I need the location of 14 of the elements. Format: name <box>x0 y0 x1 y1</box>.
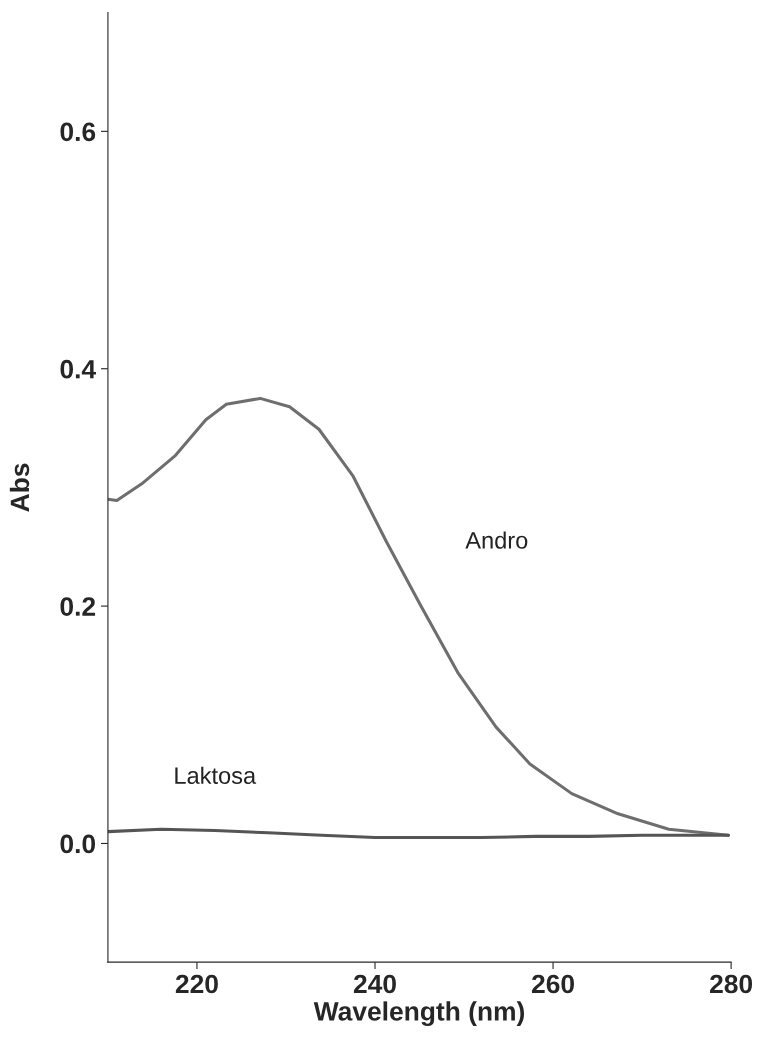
y-axis-title: Abs <box>9 463 30 512</box>
x-tick-label: 260 <box>531 974 574 994</box>
series-label: Laktosa <box>175 766 257 784</box>
y-tick-label: 0.6 <box>60 122 96 142</box>
text: Andro <box>465 531 528 549</box>
y-tick-label: 0.2 <box>60 597 96 616</box>
x-axis-title: Wavelength (nm) <box>313 1001 525 1027</box>
x-tick-label: 240 <box>353 974 396 994</box>
y-tick-label: 0.4 <box>60 359 96 379</box>
line-series <box>107 827 730 840</box>
y-tick-label: 0.0 <box>60 834 96 854</box>
line-series <box>107 396 730 837</box>
x-tick-label: 280 <box>710 974 753 994</box>
x-tick-label: 220 <box>175 974 218 994</box>
